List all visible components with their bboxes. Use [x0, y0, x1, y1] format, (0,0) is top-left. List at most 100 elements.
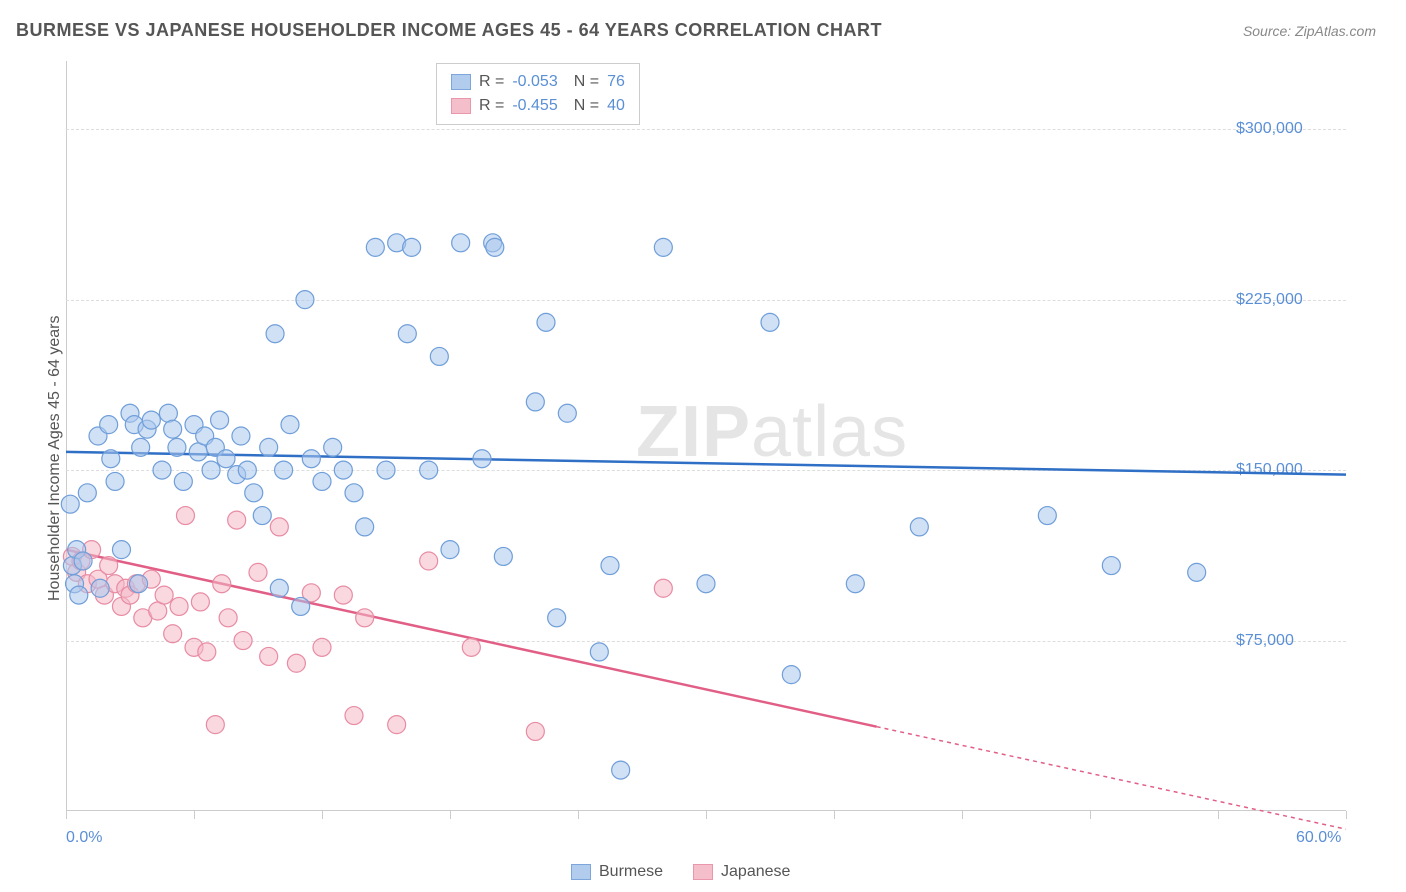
n-label: N = — [574, 70, 599, 94]
data-point-japanese — [228, 511, 246, 529]
data-point-burmese — [526, 393, 544, 411]
data-point-japanese — [206, 716, 224, 734]
swatch-burmese — [451, 74, 471, 90]
data-point-japanese — [287, 654, 305, 672]
data-point-burmese — [100, 416, 118, 434]
data-point-burmese — [654, 238, 672, 256]
data-point-burmese — [452, 234, 470, 252]
data-point-japanese — [260, 647, 278, 665]
data-point-japanese — [191, 593, 209, 611]
r-value-burmese: -0.053 — [512, 70, 557, 94]
n-label: N = — [574, 94, 599, 118]
data-point-burmese — [334, 461, 352, 479]
data-point-japanese — [462, 638, 480, 656]
data-point-japanese — [170, 597, 188, 615]
data-point-burmese — [1038, 507, 1056, 525]
data-point-burmese — [232, 427, 250, 445]
data-point-burmese — [159, 404, 177, 422]
series-legend: Burmese Japanese — [571, 863, 790, 881]
data-point-burmese — [473, 450, 491, 468]
data-point-burmese — [782, 666, 800, 684]
swatch-burmese — [571, 864, 591, 880]
data-point-japanese — [149, 602, 167, 620]
data-point-japanese — [164, 625, 182, 643]
data-point-burmese — [74, 552, 92, 570]
data-point-burmese — [313, 472, 331, 490]
data-point-burmese — [217, 450, 235, 468]
data-point-burmese — [601, 557, 619, 575]
r-label: R = — [479, 94, 504, 118]
data-point-burmese — [324, 438, 342, 456]
data-point-burmese — [420, 461, 438, 479]
legend-row-burmese: R = -0.053 N = 76 — [451, 70, 625, 94]
data-point-japanese — [388, 716, 406, 734]
data-point-japanese — [176, 507, 194, 525]
data-point-burmese — [174, 472, 192, 490]
data-point-burmese — [270, 579, 288, 597]
data-point-burmese — [612, 761, 630, 779]
data-point-burmese — [377, 461, 395, 479]
r-value-japanese: -0.455 — [512, 94, 557, 118]
data-point-burmese — [106, 472, 124, 490]
data-point-burmese — [189, 443, 207, 461]
data-point-burmese — [302, 450, 320, 468]
data-point-burmese — [130, 575, 148, 593]
data-point-burmese — [366, 238, 384, 256]
data-point-burmese — [91, 579, 109, 597]
data-point-japanese — [198, 643, 216, 661]
chart-title: BURMESE VS JAPANESE HOUSEHOLDER INCOME A… — [16, 20, 882, 41]
data-point-burmese — [260, 438, 278, 456]
data-point-burmese — [403, 238, 421, 256]
data-point-burmese — [558, 404, 576, 422]
data-point-burmese — [356, 518, 374, 536]
data-point-burmese — [430, 347, 448, 365]
data-point-japanese — [100, 557, 118, 575]
data-point-burmese — [441, 541, 459, 559]
data-point-burmese — [168, 438, 186, 456]
n-value-japanese: 40 — [607, 94, 625, 118]
data-point-burmese — [266, 325, 284, 343]
data-point-japanese — [219, 609, 237, 627]
data-point-burmese — [102, 450, 120, 468]
legend-label-japanese: Japanese — [721, 863, 790, 881]
data-point-japanese — [270, 518, 288, 536]
data-point-burmese — [238, 461, 256, 479]
data-point-burmese — [153, 461, 171, 479]
data-point-burmese — [697, 575, 715, 593]
data-point-burmese — [548, 609, 566, 627]
data-point-burmese — [281, 416, 299, 434]
n-value-burmese: 76 — [607, 70, 625, 94]
data-point-burmese — [296, 291, 314, 309]
data-point-burmese — [253, 507, 271, 525]
data-point-burmese — [494, 547, 512, 565]
data-point-japanese — [313, 638, 331, 656]
data-point-japanese — [526, 722, 544, 740]
regression-line-extrapolated-japanese — [877, 727, 1346, 830]
data-point-burmese — [486, 238, 504, 256]
data-point-burmese — [245, 484, 263, 502]
legend-item-japanese: Japanese — [693, 863, 790, 881]
data-point-burmese — [537, 313, 555, 331]
data-point-burmese — [202, 461, 220, 479]
swatch-japanese — [693, 864, 713, 880]
r-label: R = — [479, 70, 504, 94]
data-point-burmese — [1188, 563, 1206, 581]
data-point-japanese — [213, 575, 231, 593]
data-point-japanese — [249, 563, 267, 581]
data-point-burmese — [590, 643, 608, 661]
data-point-burmese — [61, 495, 79, 513]
swatch-japanese — [451, 98, 471, 114]
data-point-japanese — [234, 632, 252, 650]
data-point-japanese — [334, 586, 352, 604]
data-point-burmese — [164, 420, 182, 438]
data-point-burmese — [211, 411, 229, 429]
data-point-burmese — [275, 461, 293, 479]
data-point-japanese — [654, 579, 672, 597]
data-point-burmese — [846, 575, 864, 593]
data-point-japanese — [356, 609, 374, 627]
legend-label-burmese: Burmese — [599, 863, 663, 881]
data-point-burmese — [142, 411, 160, 429]
data-point-japanese — [155, 586, 173, 604]
chart-container: Householder Income Ages 45 - 64 years $7… — [16, 51, 1390, 871]
data-point-burmese — [112, 541, 130, 559]
